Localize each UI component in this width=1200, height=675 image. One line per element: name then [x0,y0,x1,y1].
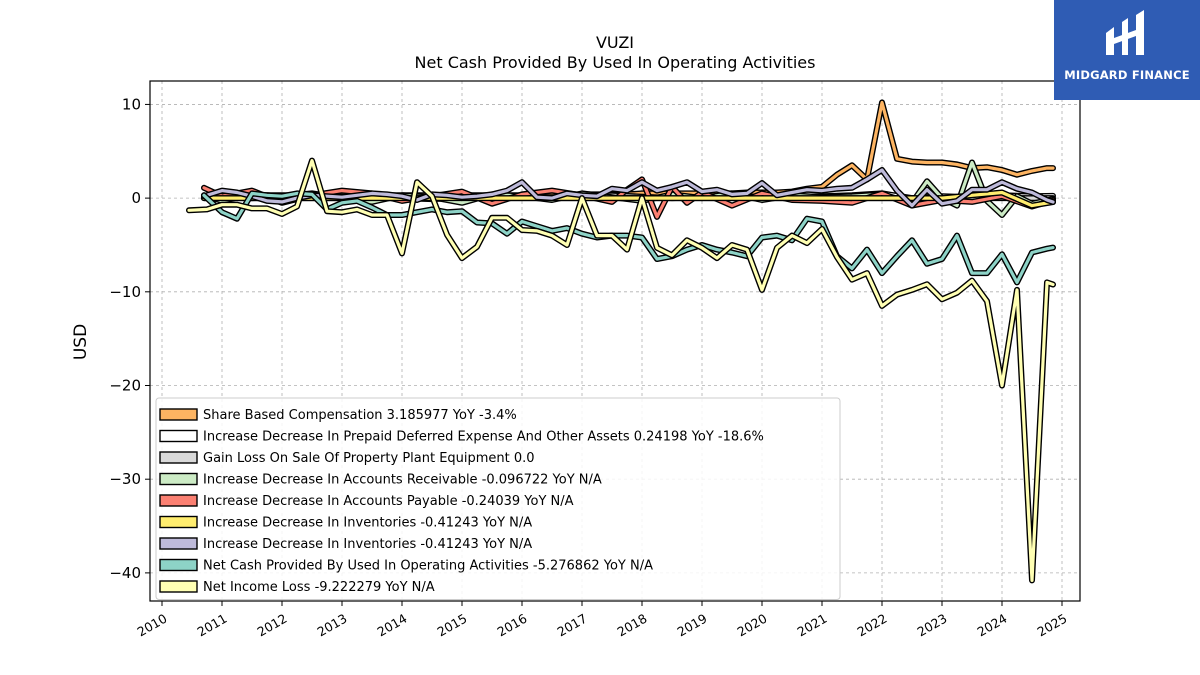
x-tick-label: 2015 [434,611,469,640]
legend-label: Net Cash Provided By Used In Operating A… [203,559,653,574]
x-tick-label: 2014 [374,611,409,640]
legend-box [155,397,841,600]
y-tick-label: −20 [109,377,141,395]
series-line-core [202,190,1055,208]
x-tick-label: 2013 [314,611,349,640]
legend-swatch [159,558,198,572]
legend-label: Increase Decrease In Inventories -0.4124… [203,537,532,552]
legend-swatch [159,429,198,443]
x-tick-label: 2017 [554,611,589,640]
grid-lines [150,81,1080,601]
legend-swatch [159,494,198,507]
y-tick-label: −40 [109,564,141,582]
series-line [186,157,1056,584]
series-line [201,167,1056,209]
series-line-core [187,159,1055,583]
legend-swatch [159,408,198,421]
series-line [201,190,1056,286]
x-tick-label: 2025 [1034,611,1069,640]
x-tick-label: 2023 [914,611,949,640]
y-tick-label: −30 [109,470,141,488]
x-tick-label: 2024 [974,611,1009,640]
legend-label: Increase Decrease In Accounts Receivable… [203,473,602,488]
chart-subtitle: Net Cash Provided By Used In Operating A… [415,53,816,72]
x-tick-label: 2022 [854,611,889,640]
x-tick-label: 2020 [734,611,769,640]
legend-swatch [159,537,198,550]
legend-swatch [159,472,198,486]
series-lines [186,99,1056,584]
legend: Share Based Compensation 3.185977 YoY -3… [155,397,841,600]
series-line-core [202,168,1055,208]
plot-frame [149,80,1081,602]
logo-text: MIDGARD FINANCE [1064,68,1190,82]
logo-icon [1106,10,1144,55]
legend-label: Share Based Compensation 3.185977 YoY -3… [203,408,517,423]
x-tick-label: 2010 [134,611,169,640]
series-line [201,189,1056,209]
chart-title: VUZI [596,33,634,52]
x-tick-label: 2021 [794,611,829,640]
legend-label: Gain Loss On Sale Of Property Plant Equi… [203,451,535,466]
y-axis-label: USD [71,324,91,360]
series-line-core [202,191,1055,284]
legend-label: Increase Decrease In Prepaid Deferred Ex… [203,430,764,445]
x-tick-label: 2016 [494,611,529,640]
y-tick-label: 0 [131,189,141,207]
x-tick-label: 2018 [614,611,649,640]
legend-label: Net Income Loss -9.222279 YoY N/A [203,580,435,595]
legend-swatch [159,515,198,529]
x-tick-label: 2011 [194,611,229,640]
y-tick-label: −10 [109,283,141,301]
y-tick-label: 10 [122,95,141,113]
legend-swatch [159,451,198,464]
brand-logo: MIDGARD FINANCE [1054,0,1200,100]
x-tick-label: 2019 [674,611,709,640]
legend-swatch [159,580,198,593]
x-tick-label: 2012 [254,611,289,640]
legend-label: Increase Decrease In Inventories -0.4124… [203,516,532,531]
legend-label: Increase Decrease In Accounts Payable -0… [203,494,574,509]
